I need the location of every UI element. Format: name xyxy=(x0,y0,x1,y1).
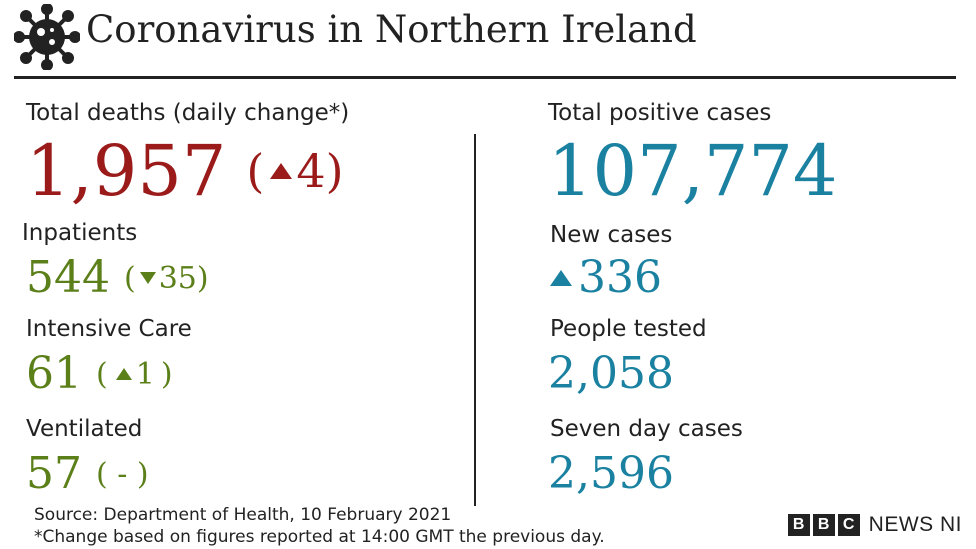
inpatients-change: ( 35 ) xyxy=(124,261,209,296)
new-cases-value: 336 xyxy=(578,252,662,303)
bbc-logo-letter: C xyxy=(837,514,860,536)
total-deaths-value: 1,957 xyxy=(26,130,227,212)
up-arrow-icon xyxy=(115,368,132,380)
seven-day-value: 2,596 xyxy=(548,448,674,499)
intensive-care-change-value: 1 xyxy=(135,356,155,392)
close-paren: ) xyxy=(196,260,209,296)
close-paren: ) xyxy=(160,356,173,392)
total-deaths-change-value: 4 xyxy=(296,144,326,198)
close-paren: ) xyxy=(325,144,344,198)
intensive-care-value: 61 xyxy=(26,348,82,399)
news-ni-text: NEWS NI xyxy=(868,513,962,536)
down-arrow-icon xyxy=(139,272,156,284)
header-divider xyxy=(14,76,956,79)
change-footnote: *Change based on figures reported at 14:… xyxy=(34,527,605,547)
open-paren: ( xyxy=(246,144,265,198)
open-paren: ( xyxy=(96,356,108,392)
open-paren: ( xyxy=(123,260,136,296)
seven-day-label: Seven day cases xyxy=(550,416,743,442)
total-deaths-stat: 1,957 ( 4 ) xyxy=(26,136,344,206)
source-note: Source: Department of Health, 10 Februar… xyxy=(34,505,452,525)
people-tested-label: People tested xyxy=(550,316,707,342)
inpatients-change-value: 35 xyxy=(158,260,197,296)
intensive-care-change: ( 1 ) xyxy=(96,357,173,392)
new-cases-stat: 336 xyxy=(550,256,662,300)
total-positive-value: 107,774 xyxy=(548,130,838,212)
intensive-care-stat: 61 ( 1 ) xyxy=(26,352,173,396)
inpatients-stat: 544 ( 35 ) xyxy=(26,256,209,300)
bbc-logo-letter: B xyxy=(812,514,835,536)
inpatients-label: Inpatients xyxy=(22,220,138,246)
ventilated-value: 57 xyxy=(26,448,82,499)
column-divider xyxy=(474,134,476,506)
intensive-care-label: Intensive Care xyxy=(26,316,192,342)
virus-icon xyxy=(13,3,81,71)
ventilated-stat: 57 ( - ) xyxy=(26,452,149,496)
inpatients-value: 544 xyxy=(26,252,110,303)
up-arrow-icon xyxy=(270,163,293,179)
total-deaths-change: ( 4 ) xyxy=(246,144,343,198)
total-deaths-label: Total deaths (daily change*) xyxy=(26,100,350,126)
ventilated-change: ( - ) xyxy=(96,456,149,492)
total-positive-label: Total positive cases xyxy=(548,100,772,126)
new-cases-label: New cases xyxy=(550,222,673,248)
people-tested-value: 2,058 xyxy=(548,348,674,399)
bbc-logo-letter: B xyxy=(787,514,810,536)
bbc-news-ni-logo: B B C NEWS NI xyxy=(787,513,962,537)
page-title: Coronavirus in Northern Ireland xyxy=(86,8,697,51)
up-arrow-icon xyxy=(550,270,572,286)
ventilated-label: Ventilated xyxy=(26,416,143,442)
